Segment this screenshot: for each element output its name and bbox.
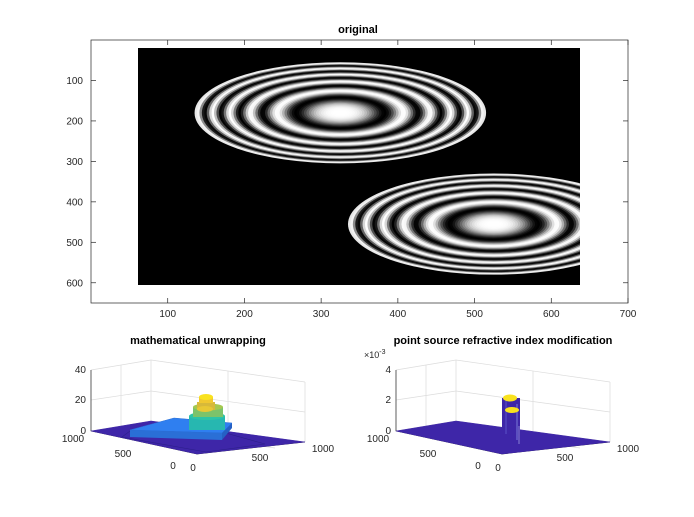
unwrapping-y-tick-0: 0 bbox=[170, 461, 176, 472]
unwrapping-title: mathematical unwrapping bbox=[130, 335, 266, 347]
point-source-y-tick-500: 500 bbox=[420, 449, 437, 460]
original-x-tick-700: 700 bbox=[620, 309, 637, 320]
ring-patterns bbox=[194, 62, 580, 275]
ring-band-0-1 bbox=[337, 111, 343, 114]
point-source-z-tick-2: 2 bbox=[385, 395, 391, 406]
original-x-tick-100: 100 bbox=[159, 309, 176, 320]
original-x-tick-500: 500 bbox=[466, 309, 483, 320]
unwrapping-surface bbox=[90, 394, 306, 455]
original-y-tick-300: 300 bbox=[66, 157, 83, 168]
original-y-tick-100: 100 bbox=[66, 76, 83, 87]
point-source-ticks: ×10-3 4 2 0 1000 500 0 0 500 1000 bbox=[364, 349, 640, 474]
unwrapping-y-tick-1000: 1000 bbox=[62, 434, 85, 445]
original-x-tick-600: 600 bbox=[543, 309, 560, 320]
unwrapping-z-tick-20: 20 bbox=[75, 395, 87, 406]
unwrapping-z-tick-40: 40 bbox=[75, 365, 87, 376]
unwrapping-z-tick-0: 0 bbox=[80, 426, 86, 437]
point-source-title: point source refractive index modificati… bbox=[394, 335, 613, 347]
original-y-tick-200: 200 bbox=[66, 116, 83, 127]
original-x-tick-400: 400 bbox=[390, 309, 407, 320]
point-source-x-tick-1000: 1000 bbox=[617, 444, 640, 455]
original-x-tick-300: 300 bbox=[313, 309, 330, 320]
unwrapping-x-tick-1000: 1000 bbox=[312, 444, 335, 455]
point-source-y-tick-0: 0 bbox=[475, 461, 481, 472]
original-plot: original 100 200 300 400 500 600 700 100 200 300 4… bbox=[66, 24, 637, 320]
unwrapping-ticks: 40 20 0 1000 500 0 0 500 1000 bbox=[62, 365, 335, 474]
unwrapping-plot: mathematical unwrapping bbox=[62, 335, 335, 474]
original-y-tick-600: 600 bbox=[66, 278, 83, 289]
unwrapping-x-tick-0: 0 bbox=[190, 463, 196, 474]
original-y-tick-400: 400 bbox=[66, 197, 83, 208]
original-y-tick-500: 500 bbox=[66, 238, 83, 249]
point-source-z-tick-0: 0 bbox=[385, 426, 391, 437]
ring-band-1-1 bbox=[491, 223, 497, 225]
point-source-x-tick-0: 0 bbox=[495, 463, 501, 474]
original-ticks: 100 200 300 400 500 600 700 100 200 300 400 500 600 bbox=[66, 40, 637, 320]
point-source-x-tick-500: 500 bbox=[557, 453, 574, 464]
original-axes-box bbox=[90, 39, 629, 304]
point-source-plot: point source refractive index modificati… bbox=[364, 335, 640, 474]
unwrapping-x-tick-500: 500 bbox=[252, 453, 269, 464]
original-x-tick-200: 200 bbox=[236, 309, 253, 320]
point-source-exponent-base: ×10-3 bbox=[364, 349, 386, 360]
point-source-y-tick-1000: 1000 bbox=[367, 434, 390, 445]
point-source-z-tick-4: 4 bbox=[385, 365, 391, 376]
point-source-surface bbox=[395, 394, 611, 455]
unwrapping-y-tick-500: 500 bbox=[115, 449, 132, 460]
original-title: original bbox=[338, 24, 378, 36]
